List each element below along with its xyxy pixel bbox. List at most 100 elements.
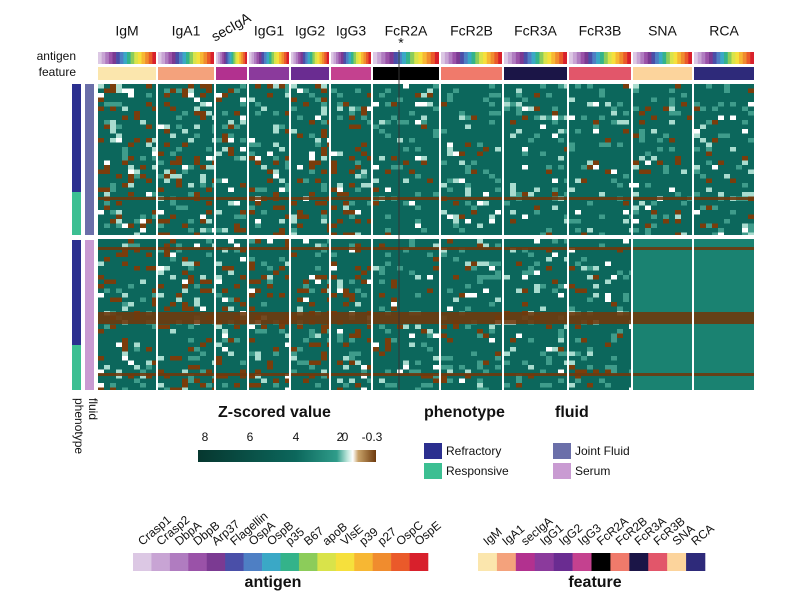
heatmap-cell [569, 97, 575, 102]
heatmap-cell [104, 192, 110, 197]
heatmap-cell [447, 369, 453, 374]
heatmap-cell [110, 120, 116, 125]
heatmap-cell [433, 133, 439, 138]
antigen-stripe [200, 52, 204, 64]
heatmap-cell [315, 333, 321, 338]
heatmap-cell [433, 374, 439, 379]
row-label: feature [39, 65, 77, 79]
heatmap-cell [273, 347, 279, 352]
legend-swatch [317, 553, 337, 571]
heatmap-cell [321, 97, 327, 102]
heatmap-cell [261, 324, 267, 329]
antigen-stripe [341, 52, 344, 64]
heatmap-cell [471, 261, 477, 266]
heatmap-cell [228, 187, 234, 192]
heatmap-cell [194, 106, 200, 111]
heatmap-cell [569, 306, 575, 311]
heatmap-cell [206, 383, 212, 388]
heatmap-cell [546, 228, 552, 233]
heatmap-cell [194, 378, 200, 383]
heatmap-cell [206, 156, 212, 161]
legend-label: Refractory [446, 444, 501, 458]
heatmap-cell [122, 351, 128, 356]
heatmap-cell [309, 120, 315, 125]
heatmap-cell [663, 165, 669, 170]
heatmap-cell [176, 156, 182, 161]
heatmap-cell [200, 174, 206, 179]
heatmap-cell [194, 192, 200, 197]
antigen-stripe [310, 52, 313, 64]
heatmap-cell [164, 266, 170, 271]
heatmap-cell [593, 266, 599, 271]
heatmap-cell [331, 160, 337, 165]
heatmap-cell [355, 219, 361, 224]
heatmap-cell [504, 201, 510, 206]
heatmap-cell [309, 160, 315, 165]
heatmap-cell [194, 261, 200, 266]
legend-swatch [686, 553, 706, 571]
heatmap-cell [546, 347, 552, 352]
heatmap-cell [477, 261, 483, 266]
antigen-stripe [241, 52, 244, 64]
heatmap-cell [409, 169, 415, 174]
heatmap-cell [433, 365, 439, 370]
heatmap-cell [267, 293, 273, 298]
heatmap-cell [321, 88, 327, 93]
heatmap-cell [575, 178, 581, 183]
heatmap-cell [206, 288, 212, 293]
heatmap-cell [712, 138, 718, 143]
legend-swatch [391, 553, 410, 571]
antigen-stripe [535, 52, 540, 64]
heatmap-cell [206, 84, 212, 89]
heatmap-cell [367, 266, 371, 271]
heatmap-cell [593, 165, 599, 170]
heatmap-cell [234, 383, 240, 388]
heatmap-cell [170, 214, 176, 219]
heatmap-cell [633, 192, 639, 197]
antigen-stripe [105, 52, 110, 64]
heatmap-cell [459, 178, 465, 183]
heatmap-cell [170, 201, 176, 206]
antigen-stripe [158, 52, 162, 64]
heatmap-cell [240, 214, 246, 219]
antigen-stripe [742, 52, 747, 64]
heatmap-cell [273, 205, 279, 210]
heatmap-cell [206, 369, 212, 374]
heatmap-cell [234, 324, 240, 329]
heatmap-cell [164, 169, 170, 174]
heatmap-cell [240, 115, 246, 120]
heatmap-block [569, 84, 631, 235]
heatmap-cell [477, 243, 483, 248]
heatmap-cell [228, 151, 234, 156]
heatmap-cell [249, 351, 255, 356]
heatmap-cell [453, 324, 459, 329]
heatmap-cell [188, 356, 194, 361]
heatmap-cell [724, 219, 730, 224]
heatmap-cell [681, 169, 687, 174]
heatmap-cell [483, 147, 489, 152]
heatmap-cell [255, 383, 261, 388]
heatmap-cell [116, 124, 122, 129]
antigen-stripe [471, 52, 476, 64]
heatmap-cell [104, 169, 110, 174]
heatmap-cell [516, 93, 522, 98]
heatmap-cell [164, 243, 170, 248]
heatmap-cell [522, 288, 528, 293]
heatmap-cell [504, 351, 510, 356]
antigen-stripe [603, 52, 609, 64]
feature-stripe [291, 67, 329, 80]
heatmap-cell [146, 138, 152, 143]
heatmap-cell [134, 342, 140, 347]
heatmap-cell [558, 329, 564, 334]
heatmap-cell [240, 138, 246, 143]
heatmap-cell [116, 84, 122, 89]
heatmap-cell [349, 333, 355, 338]
heatmap-cell [273, 192, 279, 197]
heatmap-cell [228, 266, 234, 271]
heatmap-cell [152, 192, 156, 197]
heatmap-cell [712, 205, 718, 210]
antigen-stripe [356, 52, 359, 64]
antigen-stripe [430, 52, 436, 64]
heatmap-cell [343, 210, 349, 215]
heatmap-cell [623, 84, 629, 89]
